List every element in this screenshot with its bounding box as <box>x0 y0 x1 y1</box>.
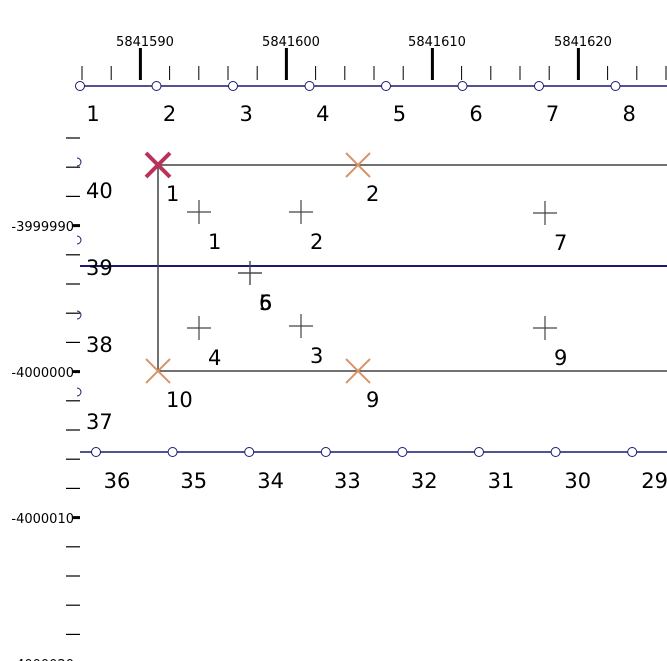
grid-label: 1 <box>86 102 99 126</box>
grid-node <box>534 81 544 91</box>
point-marker <box>289 314 313 338</box>
row-marker <box>76 235 82 245</box>
grid-label: 4 <box>316 102 329 126</box>
grid-label: 8 <box>623 102 636 126</box>
grid-node <box>151 81 162 91</box>
point-label: 2 <box>310 230 323 254</box>
grid-node <box>397 447 408 457</box>
grid-label: 7 <box>546 102 559 126</box>
grid-node <box>228 81 238 91</box>
grid-label: 30 <box>564 469 591 493</box>
point-label: 9 <box>366 388 379 412</box>
point-marker <box>187 316 211 340</box>
grid-node <box>75 81 85 91</box>
row-marker <box>76 157 82 167</box>
grid-label: 35 <box>180 469 207 493</box>
ruler-label: -4000020 <box>11 658 74 661</box>
point-marker <box>289 200 313 224</box>
corner-marker <box>345 358 371 384</box>
point-label: 1 <box>208 230 221 254</box>
ruler-label: -4000000 <box>11 366 74 381</box>
point-marker <box>187 200 211 224</box>
grid-label: 33 <box>334 469 361 493</box>
ruler-label: -4000010 <box>11 512 74 527</box>
point-label: 6 <box>259 291 272 315</box>
grid-node <box>627 447 638 457</box>
grid-node <box>167 447 178 457</box>
grid-label: 36 <box>104 469 131 493</box>
row-label: 38 <box>86 333 113 357</box>
point-marker <box>533 316 557 340</box>
row-label: 40 <box>86 179 113 203</box>
point-label: 10 <box>166 388 193 412</box>
grid-label: 29 <box>641 469 667 493</box>
point-marker <box>238 261 262 285</box>
grid-node <box>550 447 561 457</box>
ruler-label: 5841610 <box>408 35 466 50</box>
point-label: 3 <box>310 344 323 368</box>
grid-node <box>320 447 331 457</box>
boundary <box>157 164 667 372</box>
grid-node <box>610 81 621 91</box>
grid-label: 5 <box>393 102 406 126</box>
grid-node <box>91 447 101 457</box>
corner-marker <box>345 152 371 178</box>
row-label: 37 <box>86 410 113 434</box>
row-label: 39 <box>86 256 113 280</box>
point-label: 2 <box>366 182 379 206</box>
grid-label: 32 <box>411 469 438 493</box>
grid-node <box>474 447 484 457</box>
corner-marker <box>144 151 172 179</box>
ruler-label: -3999990 <box>11 220 74 235</box>
point-label: 1 <box>166 182 179 206</box>
grid-label: 2 <box>163 102 176 126</box>
grid-node <box>381 81 391 91</box>
point-label: 9 <box>554 346 567 370</box>
grid-label: 6 <box>469 102 482 126</box>
grid-label: 3 <box>240 102 253 126</box>
row-marker <box>76 310 82 320</box>
grid-node <box>304 81 315 91</box>
grid-label: 31 <box>488 469 515 493</box>
grid-node <box>457 81 468 91</box>
ruler-label: 5841600 <box>262 35 320 50</box>
ruler-label: 5841620 <box>554 35 612 50</box>
grid-node <box>244 447 255 457</box>
ruler-label: 5841590 <box>116 35 174 50</box>
point-label: 7 <box>554 231 567 255</box>
point-marker <box>533 201 557 225</box>
point-label: 4 <box>208 346 221 370</box>
grid-label: 34 <box>257 469 284 493</box>
row-marker <box>76 387 82 397</box>
corner-marker <box>145 358 171 384</box>
point-label: 5 <box>259 291 272 315</box>
